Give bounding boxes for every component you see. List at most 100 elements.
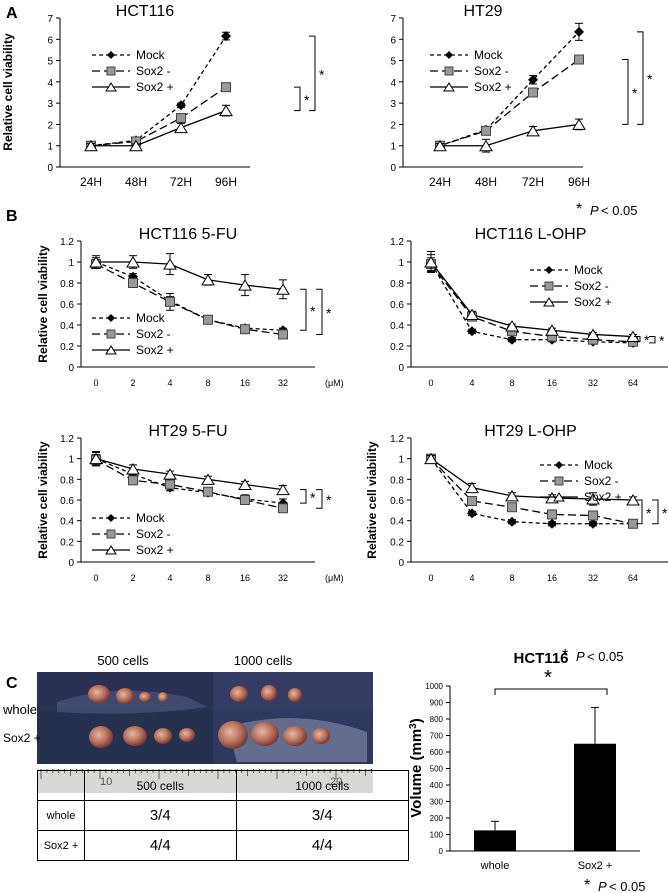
x-tick-label: 96H	[215, 175, 237, 189]
legend-label: Sox2 +	[136, 343, 174, 357]
x-tick-label: 72H	[170, 175, 192, 189]
series-line	[439, 58, 580, 147]
x-tick-label: 4	[469, 378, 474, 388]
table-cell: 3/4	[84, 800, 237, 831]
x-tick-label: 0	[428, 378, 433, 388]
y-tick-label: 0.6	[60, 496, 74, 507]
data-point	[574, 26, 584, 37]
panel-label-b: B	[6, 208, 18, 225]
svg-text:P: P	[576, 649, 585, 664]
charts-layer: HCT116 0 1 2 3 4 5 6 7 24H 48H 72H 96H Relative cell …	[1, 3, 668, 872]
y-tick-label: 4	[390, 78, 396, 89]
x-tick-label: 24H	[80, 175, 102, 189]
y-tick-label: 0	[439, 847, 444, 856]
y-tick-label: 2	[390, 120, 396, 131]
legend-label: Sox2 +	[474, 80, 512, 94]
data-point	[467, 326, 477, 337]
y-tick-label: 1.2	[60, 434, 74, 445]
significance-star: *	[326, 305, 332, 321]
series-line	[430, 458, 634, 501]
y-tick-label: 0	[398, 363, 404, 374]
bar	[574, 743, 616, 851]
legend-label: Mock	[474, 48, 504, 62]
y-tick-label: 1	[68, 455, 74, 466]
data-point	[89, 452, 103, 465]
y-tick-label: 6	[390, 35, 396, 46]
y-tick-label: 1000	[425, 682, 443, 691]
y-tick-label: 0.8	[390, 279, 404, 290]
data-point	[526, 124, 540, 137]
y-axis-label: Volume (mm3)	[408, 718, 425, 817]
data-point	[219, 104, 233, 117]
legend-label: Sox2 -	[136, 527, 171, 541]
y-axis-label: Relative cell viability	[36, 441, 50, 559]
series-line	[91, 109, 227, 147]
y-tick-label: 0	[68, 558, 74, 569]
legend-label: Sox2 +	[584, 490, 622, 504]
legend-label: Sox2 -	[136, 327, 171, 341]
y-tick-label: 0.2	[60, 537, 74, 548]
y-tick-label: 600	[430, 748, 444, 757]
panel-label-a: A	[6, 5, 18, 22]
data-point	[465, 481, 479, 494]
y-tick-label: 0.4	[390, 517, 404, 528]
data-point	[547, 518, 557, 529]
tumor-incidence-table: 500 cells 1000 cells whole 3/4 3/4 Sox2 …	[37, 770, 410, 861]
x-tick-label: 8	[509, 573, 514, 583]
y-tick-label: 0.4	[390, 321, 404, 332]
chart-title: HCT116 L-OHP	[475, 226, 587, 243]
y-tick-label: 0.8	[390, 475, 404, 486]
x-tick-label: Sox2 +	[578, 860, 613, 872]
x-tick-label: 16	[240, 378, 250, 388]
x-tick-label: 4	[167, 378, 172, 388]
x-tick-label: 32	[588, 573, 598, 583]
table-row: Sox2 + 4/4 4/4	[37, 830, 410, 861]
legend-label: Sox2 -	[474, 64, 509, 78]
y-tick-label: 5	[47, 57, 53, 68]
y-tick-label: 7	[390, 14, 396, 25]
significance-bracket	[294, 86, 301, 112]
legend-marker	[445, 51, 453, 59]
x-tick-label: 8	[509, 378, 514, 388]
data-point	[201, 473, 215, 485]
data-point	[572, 118, 586, 130]
x-tick-label: 16	[547, 378, 557, 388]
x-tick-label: 72H	[522, 175, 544, 189]
significance-bracket	[622, 59, 629, 125]
chart-b3: HT29 5-FU 0 0.2 0.4 0.6 0.8 1 1.2 0 2 4 8 16 32 (μM) Re…	[36, 423, 344, 583]
data-point	[126, 256, 140, 268]
bar	[474, 830, 516, 851]
legend-marker	[555, 461, 563, 469]
legend-marker	[107, 51, 115, 59]
legend-marker	[543, 297, 555, 307]
pvalue-note-a: * P < 0.05	[576, 201, 638, 218]
y-tick-label: 400	[430, 781, 444, 790]
table-cell: 4/4	[235, 830, 410, 861]
data-point	[574, 54, 584, 65]
data-point	[433, 139, 447, 152]
significance-star: *	[310, 489, 316, 505]
data-point	[479, 139, 493, 152]
significance-star: *	[304, 92, 310, 108]
y-tick-label: 3	[47, 99, 53, 110]
y-tick-label: 0	[47, 163, 53, 174]
series-line	[90, 86, 227, 147]
significance-bracket	[316, 489, 323, 509]
data-point	[505, 320, 519, 332]
data-point	[588, 510, 598, 521]
x-tick-label: 32	[278, 573, 288, 583]
y-tick-label: 0.4	[60, 517, 74, 528]
legend-marker	[106, 529, 116, 539]
x-tick-label: 96H	[568, 175, 590, 189]
significance-star: *	[319, 66, 325, 82]
y-tick-label: 1.2	[60, 237, 74, 248]
y-tick-label: 0	[68, 363, 74, 374]
y-tick-label: 1	[47, 142, 53, 153]
legend-marker	[554, 476, 564, 486]
series-line	[90, 35, 227, 147]
y-tick-label: 0.2	[60, 342, 74, 353]
y-tick-label: 7	[47, 14, 53, 25]
legend-marker	[444, 66, 454, 76]
data-point	[528, 74, 538, 85]
